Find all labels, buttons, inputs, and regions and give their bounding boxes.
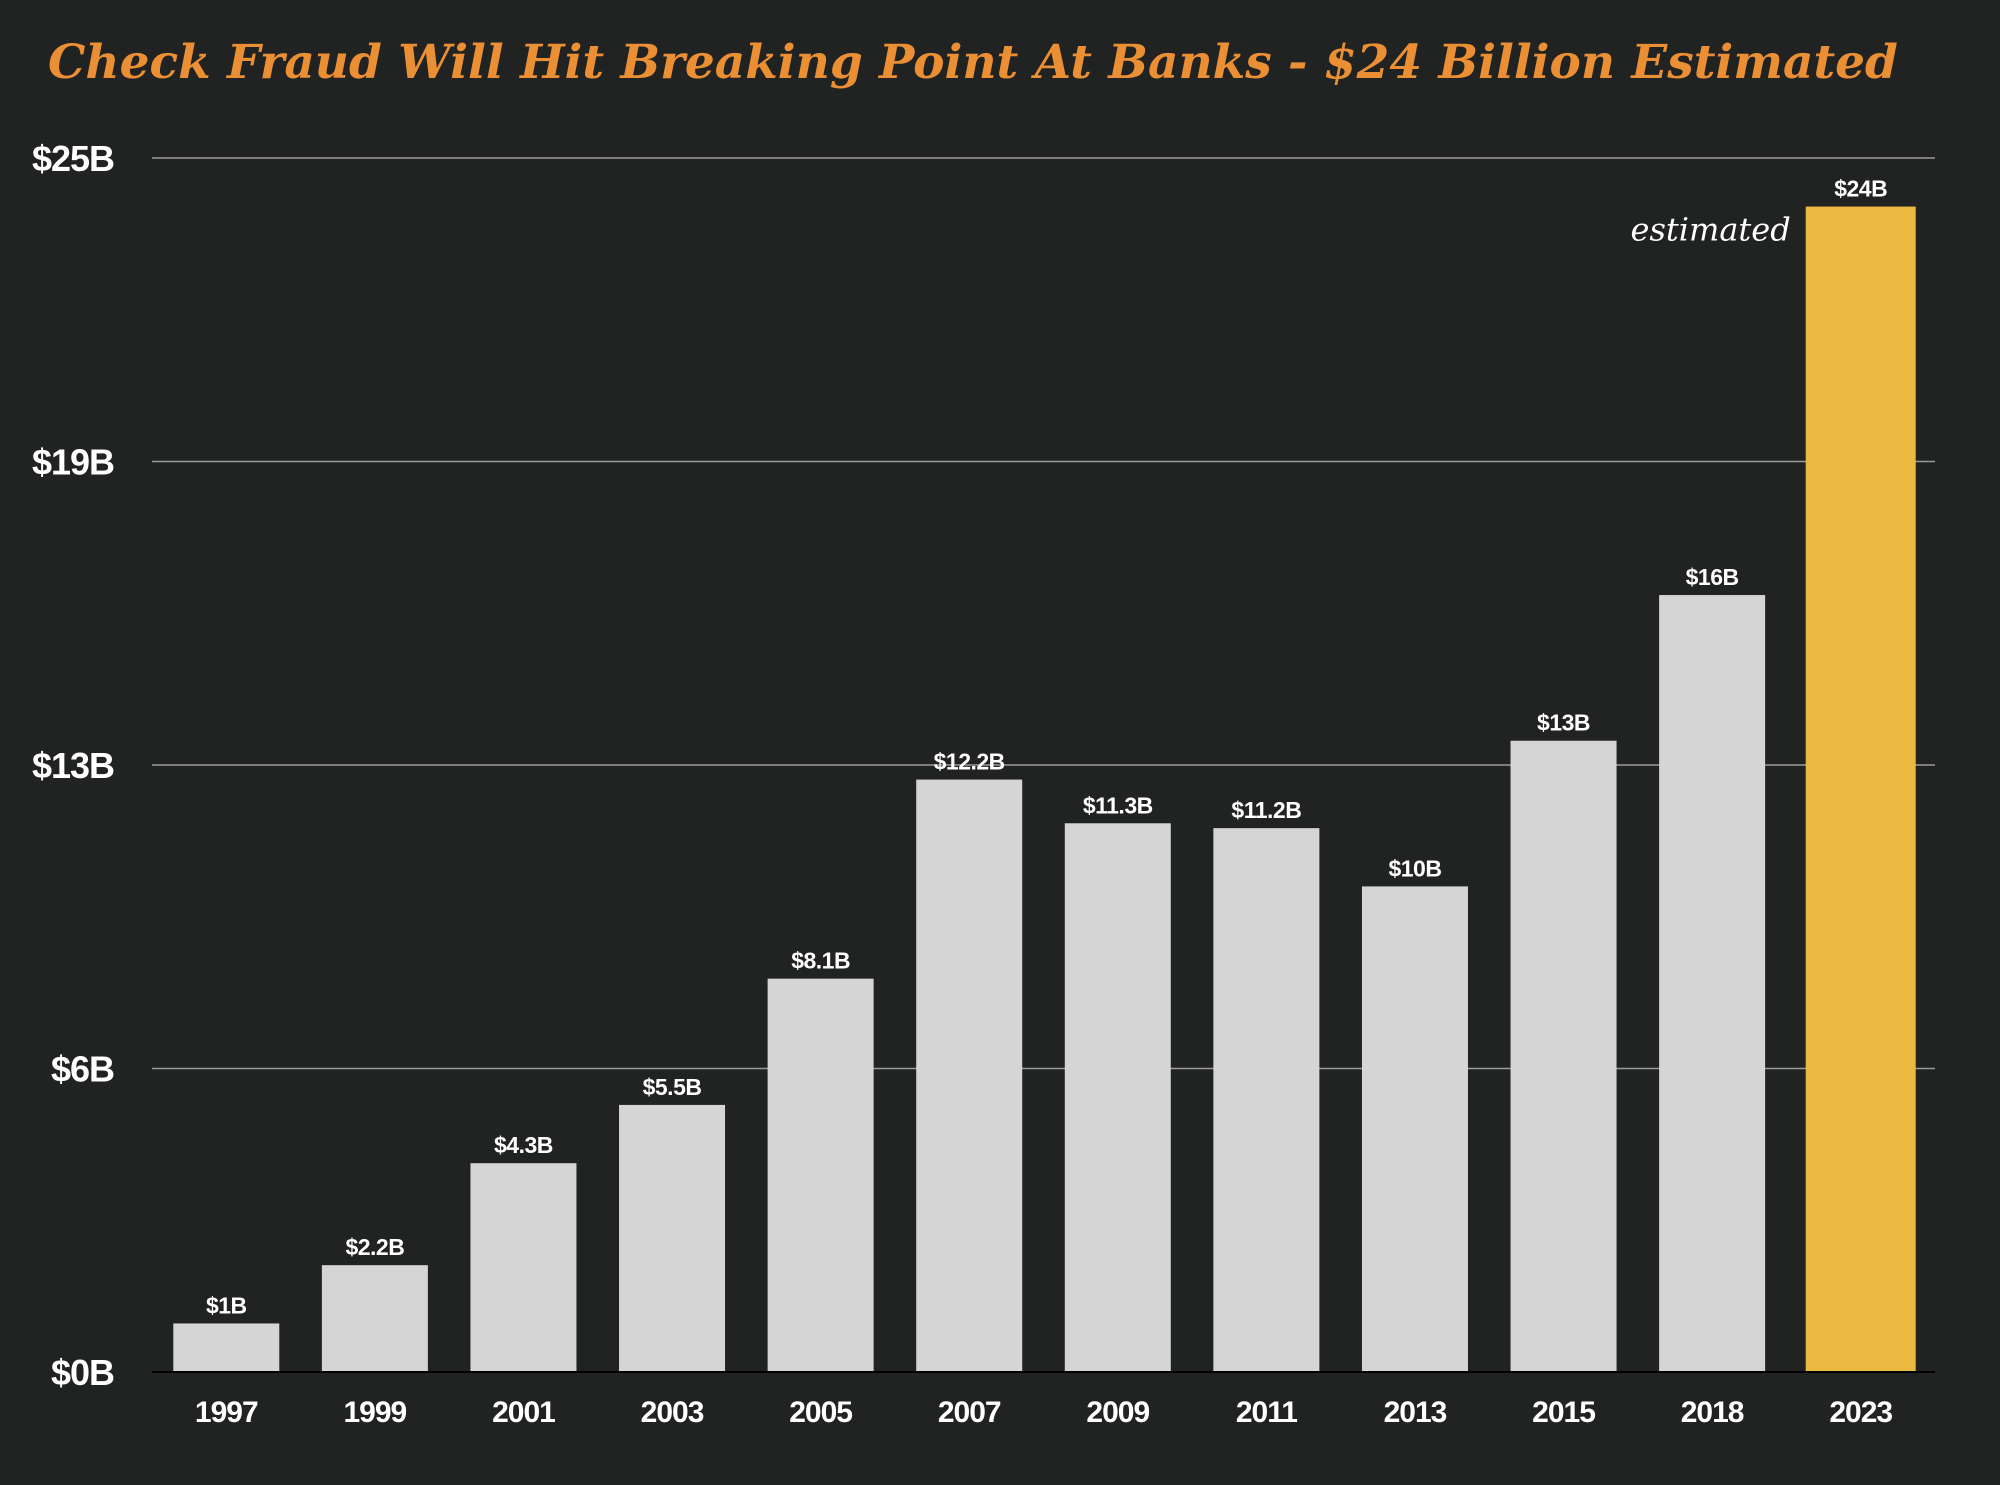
bar-2018 — [1659, 595, 1766, 1372]
bar-2005 — [767, 978, 874, 1372]
bar-2023 — [1805, 206, 1916, 1372]
data-label-2005: $8.1B — [791, 948, 850, 974]
y-tick-label: $25B — [32, 138, 114, 179]
bar-2015 — [1510, 740, 1617, 1372]
data-label-1997: $1B — [206, 1292, 247, 1318]
data-label-2018: $16B — [1686, 564, 1739, 590]
bar-2007 — [916, 779, 1023, 1372]
y-tick-label: $6B — [51, 1049, 114, 1090]
x-tick-label-2023: 2023 — [1829, 1396, 1892, 1429]
x-tick-label-2013: 2013 — [1384, 1396, 1447, 1429]
data-label-2013: $10B — [1388, 855, 1441, 881]
y-tick-label: $19B — [32, 442, 114, 483]
bar-2001 — [470, 1163, 577, 1372]
bar-2013 — [1361, 886, 1468, 1372]
x-tick-label-2007: 2007 — [938, 1396, 1001, 1429]
x-tick-label-1999: 1999 — [344, 1396, 407, 1429]
data-label-2009: $11.3B — [1083, 792, 1153, 818]
x-tick-label-2009: 2009 — [1086, 1396, 1149, 1429]
data-label-2023: $24B — [1834, 176, 1887, 202]
chart-title: Check Fraud Will Hit Breaking Point At B… — [48, 35, 1898, 90]
y-tick-label: $13B — [32, 745, 114, 786]
x-tick-label-2018: 2018 — [1681, 1396, 1744, 1429]
x-tick-label-2011: 2011 — [1236, 1396, 1297, 1429]
bar-2003 — [619, 1104, 726, 1372]
y-tick-label: $0B — [51, 1352, 114, 1393]
bar-1997 — [173, 1323, 280, 1372]
bar-1999 — [321, 1265, 428, 1372]
data-label-2001: $4.3B — [494, 1132, 553, 1158]
bar-2011 — [1213, 828, 1320, 1372]
data-label-1999: $2.2B — [345, 1234, 404, 1260]
x-tick-label-1997: 1997 — [195, 1396, 258, 1429]
x-tick-label-2005: 2005 — [789, 1396, 852, 1429]
data-label-2015: $13B — [1537, 710, 1590, 736]
estimated-annotation: estimated — [1631, 211, 1791, 249]
data-label-2007: $12.2B — [934, 749, 1005, 775]
data-label-2011: $11.2B — [1231, 797, 1301, 823]
bar-2009 — [1064, 823, 1171, 1372]
x-tick-label-2001: 2001 — [492, 1396, 555, 1429]
data-label-2003: $5.5B — [643, 1074, 702, 1100]
x-tick-label-2003: 2003 — [641, 1396, 704, 1429]
x-tick-label-2015: 2015 — [1532, 1396, 1595, 1429]
